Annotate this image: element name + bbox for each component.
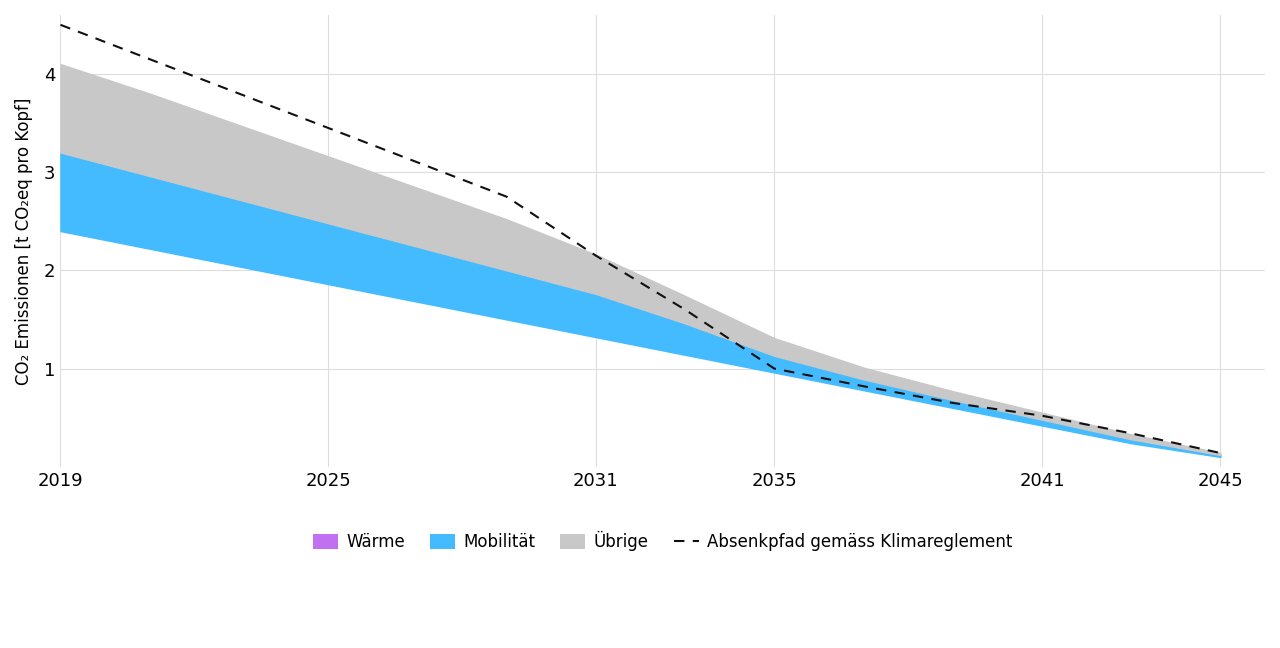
Polygon shape	[60, 231, 1220, 467]
Legend: Wärme, Mobilität, Übrige, Absenkpfad gemäss Klimareglement: Wärme, Mobilität, Übrige, Absenkpfad gem…	[306, 524, 1019, 558]
Y-axis label: CO₂ Emissionen [t CO₂eq pro Kopf]: CO₂ Emissionen [t CO₂eq pro Kopf]	[15, 97, 33, 384]
